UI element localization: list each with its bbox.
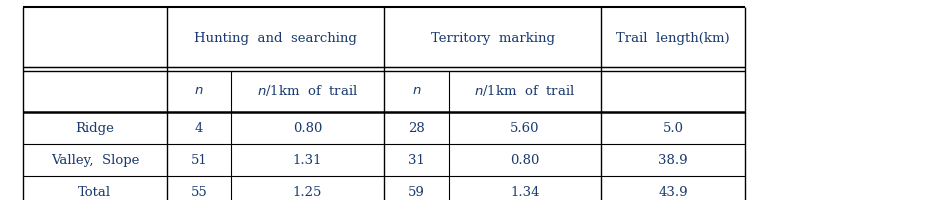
Text: 0.80: 0.80: [511, 154, 539, 166]
Text: 0.80: 0.80: [293, 122, 322, 134]
Text: Trail  length(km): Trail length(km): [616, 32, 730, 44]
Text: 5.60: 5.60: [511, 122, 539, 134]
Text: 55: 55: [191, 186, 207, 198]
Text: 38.9: 38.9: [658, 154, 688, 166]
Text: 31: 31: [408, 154, 425, 166]
Text: 4: 4: [194, 122, 204, 134]
Text: 59: 59: [408, 186, 425, 198]
Text: $\mathit{n}$: $\mathit{n}$: [194, 84, 204, 96]
Text: Total: Total: [79, 186, 111, 198]
Text: 5.0: 5.0: [662, 122, 684, 134]
Text: 28: 28: [408, 122, 425, 134]
Text: Ridge: Ridge: [75, 122, 115, 134]
Text: Territory  marking: Territory marking: [430, 32, 555, 44]
Text: 51: 51: [191, 154, 207, 166]
Text: 1.34: 1.34: [511, 186, 539, 198]
Text: $\mathit{n}$/1km  of  trail: $\mathit{n}$/1km of trail: [257, 83, 358, 97]
Text: $\mathit{n}$: $\mathit{n}$: [412, 84, 421, 96]
Text: $\mathit{n}$/1km  of  trail: $\mathit{n}$/1km of trail: [475, 83, 575, 97]
Text: 43.9: 43.9: [658, 186, 688, 198]
Text: 1.25: 1.25: [293, 186, 322, 198]
Text: Valley,  Slope: Valley, Slope: [51, 154, 139, 166]
Text: 1.31: 1.31: [293, 154, 322, 166]
Text: Hunting  and  searching: Hunting and searching: [193, 32, 357, 44]
